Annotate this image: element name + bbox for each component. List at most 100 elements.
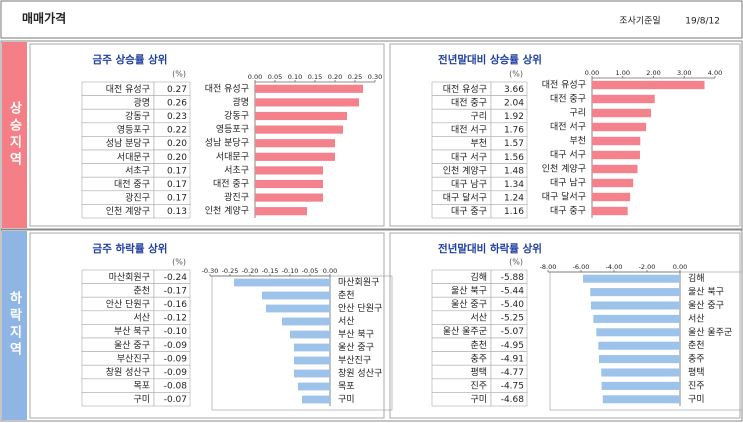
category-label: 진주 <box>688 380 705 391</box>
category-label: 인천 계양구 <box>542 163 586 175</box>
table-value: -5.07 <box>501 327 524 337</box>
table-value: -0.24 <box>164 273 188 283</box>
x-tick-label: 3.00 <box>677 69 691 77</box>
x-tick-label: 1.00 <box>616 69 630 77</box>
table-cell <box>490 392 528 407</box>
table-name: 서대문구 <box>117 152 150 163</box>
bar <box>290 330 330 339</box>
table-value: -4.95 <box>501 341 524 351</box>
table-cell <box>490 204 528 219</box>
table-value: -0.08 <box>164 382 188 392</box>
table-value: -4.75 <box>501 382 524 392</box>
table-value: -5.88 <box>501 273 525 283</box>
table-value: 0.13 <box>167 207 187 217</box>
date-label: 조사기준일 <box>619 16 660 27</box>
category-label: 서대문구 <box>216 151 249 162</box>
category-label: 서초구 <box>224 165 249 176</box>
table-value: 1.48 <box>504 166 524 176</box>
category-label: 인천 계양구 <box>205 205 249 217</box>
x-tick-label: 0.00 <box>585 69 599 77</box>
x-tick-label: 0.15 <box>308 73 322 81</box>
category-label: 대전 유성구 <box>205 83 249 94</box>
panel <box>29 43 385 227</box>
bar <box>298 382 330 391</box>
category-label: 부천 <box>569 136 586 147</box>
table-value: 1.34 <box>504 180 524 190</box>
table-name: 광명 <box>133 96 150 108</box>
category-label: 울산 울주군 <box>688 327 732 338</box>
category-label: 춘천 <box>688 340 705 351</box>
table-name: 영등포구 <box>117 125 150 136</box>
table-name: 부산 북구 <box>114 326 150 337</box>
category-label: 춘천 <box>338 290 355 301</box>
table-name: 대구 남구 <box>451 179 487 190</box>
bar <box>590 288 680 297</box>
category-label: 대전 중구 <box>550 94 586 105</box>
table-name: 목포 <box>133 381 150 392</box>
table-name: 창원 성산구 <box>106 367 150 378</box>
table-name: 대전 서구 <box>451 125 487 136</box>
table-cell <box>153 204 191 219</box>
x-tick-label: 0.10 <box>288 73 302 81</box>
table-name: 춘천 <box>133 285 150 296</box>
category-label: 구미 <box>688 394 705 405</box>
bar <box>255 84 363 93</box>
table-name: 인천 계양구 <box>106 205 150 217</box>
x-tick-label: -8.00 <box>540 263 557 271</box>
table-name: 부천 <box>470 138 487 149</box>
x-tick-label: 0.00 <box>248 73 262 81</box>
category-label: 강동구 <box>224 111 249 122</box>
bar <box>596 328 680 337</box>
panel <box>389 232 741 419</box>
table-value: -4.77 <box>501 368 524 378</box>
table-name: 서산 <box>133 313 150 324</box>
table-name: 구미 <box>133 394 150 405</box>
bar <box>592 108 652 118</box>
bar <box>262 291 330 300</box>
bar <box>601 381 680 390</box>
header-box <box>0 0 743 39</box>
bar <box>592 150 640 160</box>
category-label: 대구 남구 <box>550 178 586 189</box>
table-value: 0.17 <box>167 194 187 204</box>
category-label: 대전 중구 <box>213 179 249 190</box>
table-value: 0.26 <box>167 98 187 108</box>
bar <box>592 192 631 202</box>
unit-label: (%) <box>172 258 186 267</box>
bar <box>255 111 347 121</box>
category-label: 부산 북구 <box>338 329 374 340</box>
table-name: 울산 중구 <box>114 340 150 351</box>
x-tick-label: -4.00 <box>606 263 623 271</box>
table-value: -4.68 <box>501 395 525 405</box>
category-label: 구리 <box>569 108 586 119</box>
chart-title: 전년말대비 하락률 상위 <box>438 242 542 255</box>
category-label: 광진구 <box>224 191 249 203</box>
panel <box>29 232 385 419</box>
section-strip <box>2 231 27 420</box>
table-name: 대구 달서구 <box>443 192 487 204</box>
table-name: 대전 유성구 <box>106 84 150 95</box>
table-value: 0.17 <box>167 180 187 190</box>
bar <box>282 317 330 326</box>
category-label: 대구 서구 <box>550 150 586 161</box>
x-tick-label: 0.25 <box>348 73 362 81</box>
category-label: 울산 중구 <box>688 300 724 311</box>
category-label: 대구 달서구 <box>542 191 586 203</box>
bar <box>592 94 655 104</box>
table-value: -0.09 <box>164 368 188 378</box>
bar <box>255 125 343 134</box>
table-value: 1.16 <box>504 207 524 217</box>
table-name: 서산 <box>470 313 487 324</box>
table-name: 대구 중구 <box>451 206 487 217</box>
table-value: -5.40 <box>501 300 525 310</box>
table-value: 0.23 <box>167 112 187 122</box>
bar <box>592 206 628 216</box>
category-label: 성남 분당구 <box>205 138 249 149</box>
chart-title: 금주 하락률 상위 <box>93 242 168 255</box>
bar <box>294 356 330 365</box>
table-name: 울산 울주군 <box>443 326 487 337</box>
table-value: 0.27 <box>167 85 187 95</box>
category-label: 마산회원구 <box>338 277 379 288</box>
table-value: 3.66 <box>504 85 524 95</box>
bar <box>255 152 335 161</box>
